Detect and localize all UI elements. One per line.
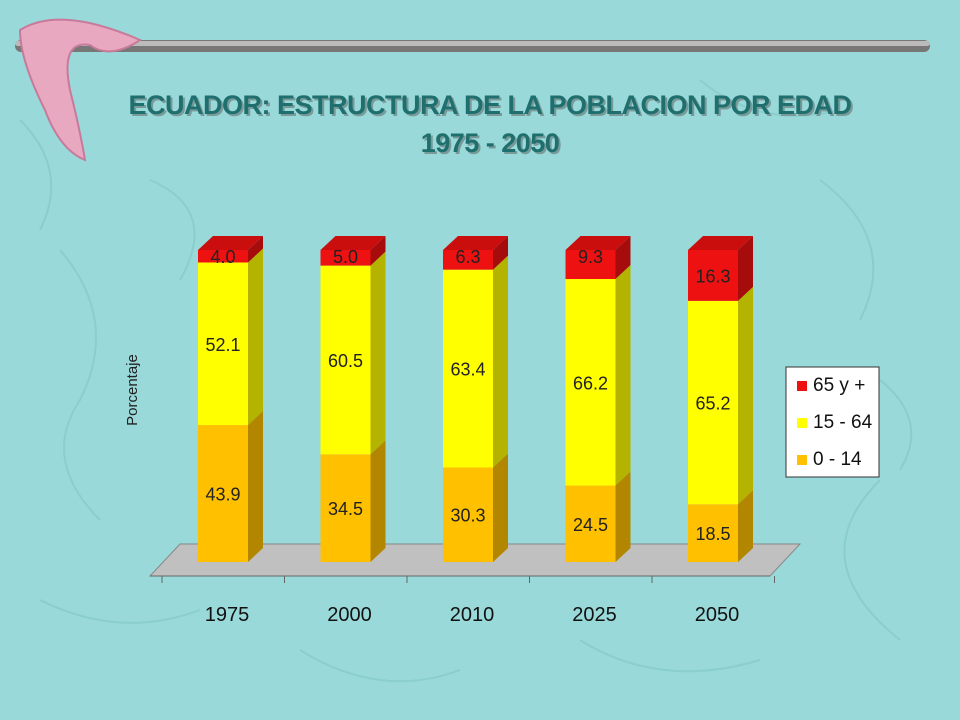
x-tick-label: 2010 [450, 604, 495, 626]
legend-label: 65 y + [813, 375, 865, 396]
data-label: 63.4 [450, 360, 485, 380]
data-label: 30.3 [450, 506, 485, 526]
bar-2000-0-14-front [320, 454, 371, 562]
legend-label: 0 - 14 [813, 449, 862, 470]
bar-2025-65-y-side [615, 236, 631, 280]
x-axis: 1975 2000 2010 2025 2050 [161, 576, 775, 626]
bar-2050-15-64-side [738, 286, 753, 505]
data-label: 4.0 [210, 247, 235, 267]
data-label: 6.3 [455, 247, 480, 267]
bar-2025-65-y-front [565, 250, 616, 280]
bar-1975-15-64-front [198, 262, 248, 426]
bar-2050-15-64-front [688, 300, 738, 505]
data-label: 65.2 [695, 394, 730, 414]
bars [198, 236, 753, 562]
data-label: 34.5 [328, 499, 363, 519]
x-tick-label: 2050 [695, 604, 740, 626]
bar-2010-65-y-side [493, 236, 508, 270]
bar-2010-0-14-front [443, 467, 493, 562]
bar-2050-65-y-top [688, 236, 753, 250]
y-axis-label: Porcentaje [124, 354, 141, 426]
data-label: 18.5 [695, 524, 730, 544]
bar-1975-65-y-side [248, 236, 263, 263]
bar-2000-65-y-side [370, 236, 386, 266]
legend-swatch [797, 418, 807, 428]
legend-swatch [797, 381, 807, 391]
x-tick-label: 2025 [572, 604, 617, 626]
bar-2010-15-64-front [443, 269, 493, 468]
bar-2025-15-64-side [615, 265, 631, 486]
bar-2010-65-y-top [443, 236, 508, 250]
bar-2025-65-y-top [565, 236, 631, 250]
data-labels: 43.9 52.1 4.0 34.5 60.5 5.0 30.3 63.4 6.3 24.5 66.… [205, 247, 730, 544]
bar-2000-65-y-top [320, 236, 386, 250]
bar-2025-15-64-front [565, 279, 616, 486]
bar-1975-0-14-side [248, 411, 263, 562]
bar-2025-0-14-front [565, 485, 616, 562]
data-label: 43.9 [205, 485, 240, 505]
bar-2000-0-14-side [370, 440, 386, 562]
bar-2000-15-64-side [370, 251, 386, 455]
bar-2000-65-y-front [320, 250, 371, 266]
bar-1975-65-y-front [198, 250, 248, 263]
bar-1975-15-64-side [248, 248, 263, 426]
bar-2050-65-y-front [688, 250, 738, 301]
legend-label: 15 - 64 [813, 412, 873, 433]
bar-2050-65-y-side [738, 236, 753, 301]
data-label: 24.5 [573, 515, 608, 535]
data-label: 5.0 [333, 247, 358, 267]
boomerang-logo [18, 18, 143, 162]
bar-1975-0-14-front [198, 425, 248, 562]
bar-2000-15-64-front [320, 265, 371, 455]
bar-2050-0-14-front [688, 504, 738, 562]
bar-1975-65-y-top [198, 236, 263, 250]
slide-subtitle: 1975 - 2050 [420, 128, 560, 158]
bar-2010-65-y-front [443, 250, 493, 270]
legend-swatch [797, 455, 807, 465]
data-label: 52.1 [205, 335, 240, 355]
data-label: 9.3 [578, 247, 603, 267]
x-tick-label: 1975 [205, 604, 250, 626]
bar-2010-15-64-side [493, 255, 508, 468]
bar-2025-0-14-side [615, 471, 631, 562]
data-label: 16.3 [695, 266, 730, 286]
bar-2050-0-14-side [738, 490, 753, 562]
data-label: 60.5 [328, 351, 363, 371]
x-tick-label: 2000 [327, 604, 372, 626]
legend: 65 y + 15 - 64 0 - 14 [785, 366, 880, 478]
bar-2010-0-14-side [493, 453, 508, 562]
slide-title: ECUADOR: ESTRUCTURA DE LA POBLACION POR … [128, 90, 852, 120]
data-label: 66.2 [573, 373, 608, 393]
